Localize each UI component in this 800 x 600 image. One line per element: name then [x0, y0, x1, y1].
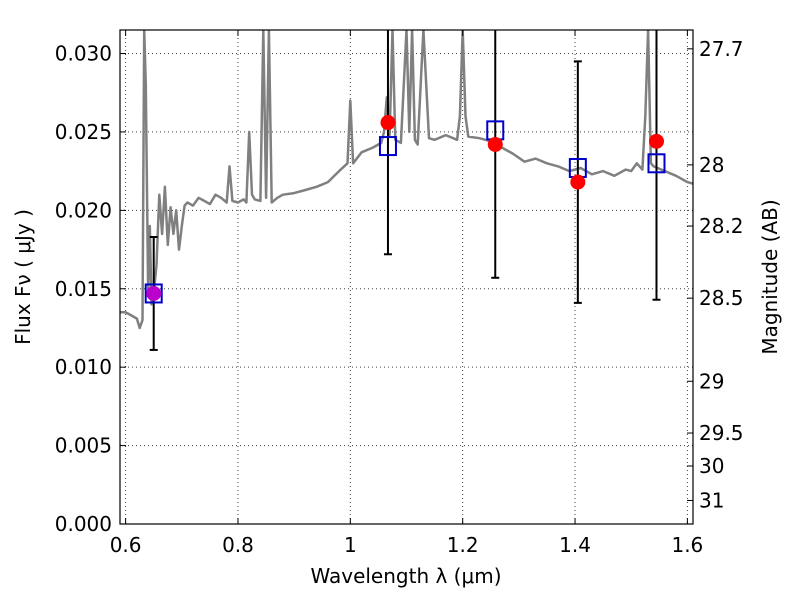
- spectrum-layer: [120, 30, 693, 330]
- x-tick-label: 1: [344, 533, 357, 557]
- model-point: [378, 136, 397, 157]
- model-point: [144, 283, 163, 304]
- right-tick-label: 28.2: [699, 214, 744, 238]
- x-axis-title: Wavelength λ (μm): [310, 564, 501, 588]
- observed-point-layer: [146, 115, 664, 301]
- observed-point: [146, 285, 162, 301]
- right-tick-label: 27.7: [699, 37, 744, 61]
- y-tick-label: 0.000: [55, 512, 112, 536]
- observed-point: [648, 133, 664, 149]
- y-tick-label: 0.015: [55, 277, 112, 301]
- y-tick-label: 0.020: [55, 198, 112, 222]
- right-axis-title: Magnitude (AB): [758, 199, 782, 354]
- plot-frame: [119, 29, 694, 525]
- right-tick-label: 31: [699, 488, 724, 512]
- right-tick-label: 29.5: [699, 421, 744, 445]
- spectrum-line: [120, 30, 693, 330]
- observed-point: [487, 136, 503, 152]
- axes-layer: 0.6 0.8 1 1.2 1.4 1.6 0.000 0.005 0.010 0.015 0.02…: [55, 29, 744, 557]
- x-tick-label: 1.6: [671, 533, 703, 557]
- x-tick-label: 0.6: [110, 533, 142, 557]
- x-tick-label: 1.2: [447, 533, 479, 557]
- y-tick-label: 0.005: [55, 434, 112, 458]
- observed-point: [380, 115, 396, 131]
- x-tick-label: 1.4: [559, 533, 591, 557]
- x-tick-label: 0.8: [222, 533, 254, 557]
- y-tick-label: 0.025: [55, 120, 112, 144]
- model-point: [647, 153, 666, 174]
- y-tick-label: 0.030: [55, 42, 112, 66]
- observed-point: [570, 174, 586, 190]
- y-tick-label: 0.010: [55, 355, 112, 379]
- right-tick-label: 29: [699, 369, 724, 393]
- right-tick-label: 28: [699, 153, 724, 177]
- right-tick-label: 30: [699, 454, 724, 478]
- y-axis-title: Flux Fν ( μJy ): [11, 209, 35, 345]
- right-tick-label: 28.5: [699, 286, 744, 310]
